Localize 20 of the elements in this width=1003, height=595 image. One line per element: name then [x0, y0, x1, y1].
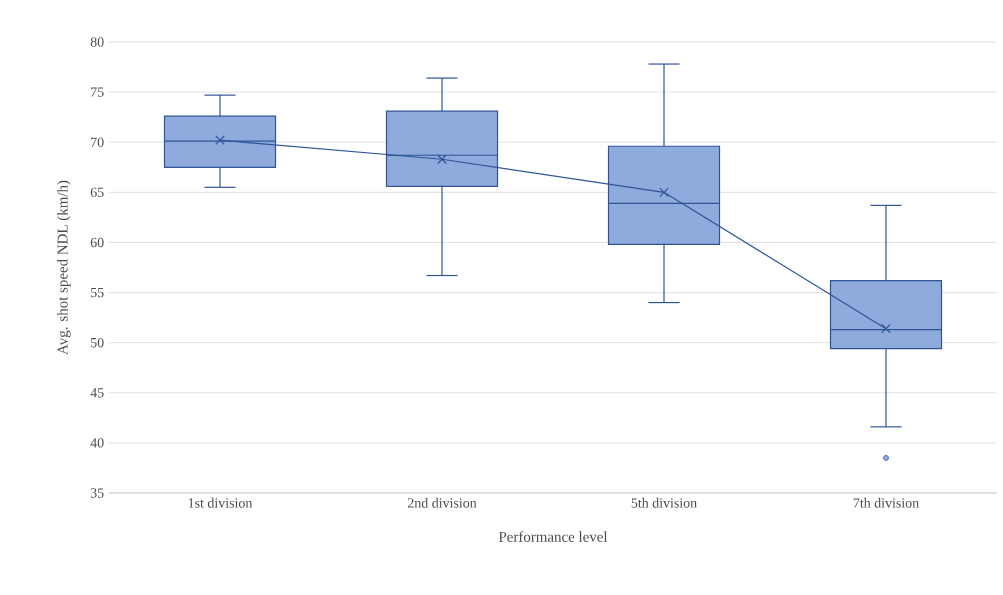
x-tick-label: 2nd division	[407, 497, 477, 508]
y-axis-title: Avg. shot speed NDL (km/h)	[57, 180, 71, 355]
y-tick-label: 80	[90, 37, 104, 47]
point	[659, 187, 669, 198]
y-tick-label: 70	[91, 137, 104, 147]
point	[437, 154, 447, 165]
y-tick-label: 45	[90, 388, 104, 398]
y-tick-label: 50	[91, 337, 104, 348]
y-tick-label: 55	[91, 287, 104, 298]
y-tick-label: 65	[90, 187, 104, 198]
point	[215, 135, 225, 146]
x-tick-label: 7th division	[853, 497, 919, 508]
x-tick-label: 5th division	[631, 497, 697, 508]
point	[881, 323, 891, 334]
y-tick-label: 60	[90, 237, 104, 248]
y-tick-label: 75	[91, 87, 104, 97]
x-tick-label: 1st division	[188, 497, 253, 508]
x-axis-title: Performance level	[498, 531, 608, 542]
y-tick-label: 35	[90, 488, 104, 498]
y-tick-label: 40	[90, 438, 104, 448]
